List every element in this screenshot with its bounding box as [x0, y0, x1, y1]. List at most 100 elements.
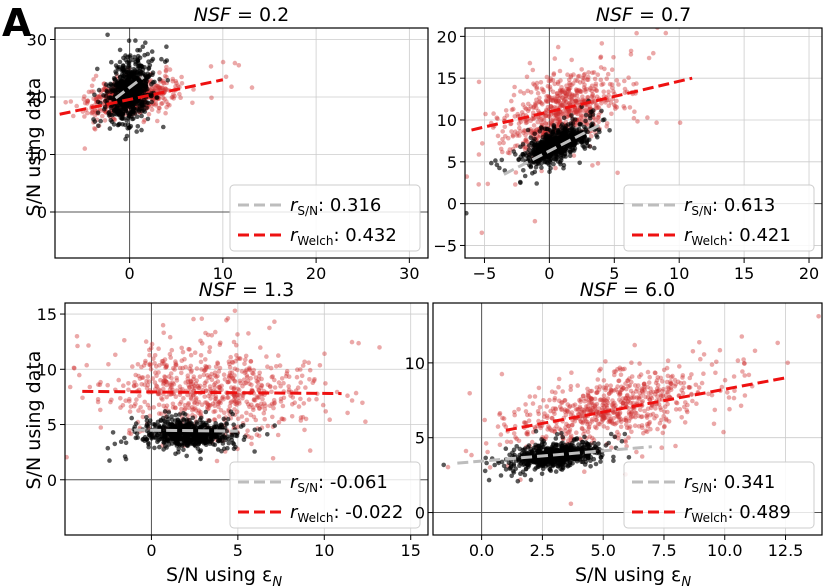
- point-welch: [528, 118, 533, 123]
- point-welch: [232, 399, 238, 404]
- point-welch: [196, 385, 202, 391]
- point-welch: [161, 386, 166, 392]
- point-welch: [259, 382, 264, 388]
- point-welch: [538, 117, 543, 122]
- point-welch: [587, 105, 593, 111]
- point-welch: [190, 381, 196, 387]
- point-welch: [588, 396, 594, 401]
- point-welch: [604, 383, 610, 388]
- point-sn: [520, 152, 526, 157]
- point-welch: [655, 394, 660, 399]
- point-welch: [244, 399, 249, 405]
- point-welch: [636, 395, 642, 400]
- point-welch: [554, 116, 559, 121]
- point-welch: [603, 403, 609, 408]
- point-welch: [621, 400, 626, 406]
- point-welch: [574, 93, 580, 98]
- point-sn: [184, 453, 189, 459]
- point-welch: [503, 424, 509, 430]
- point-sn: [105, 445, 111, 451]
- point-welch: [190, 100, 195, 106]
- point-welch: [251, 407, 256, 413]
- point-welch: [626, 75, 631, 80]
- point-welch: [509, 107, 515, 112]
- point-welch: [677, 120, 683, 125]
- point-welch: [127, 428, 132, 433]
- point-welch: [610, 409, 615, 414]
- point-welch: [617, 397, 622, 402]
- point-welch: [638, 414, 644, 420]
- point-welch: [320, 402, 326, 408]
- point-sn: [225, 445, 230, 451]
- point-welch: [500, 136, 505, 142]
- point-welch: [242, 370, 247, 376]
- point-welch: [640, 389, 645, 394]
- point-welch: [590, 402, 595, 407]
- point-welch: [665, 358, 671, 364]
- point-welch: [182, 402, 188, 408]
- point-welch: [134, 397, 139, 402]
- point-welch: [275, 432, 281, 438]
- point-welch: [706, 391, 711, 397]
- point-sn: [159, 56, 164, 62]
- point-welch: [92, 126, 97, 131]
- point-welch: [602, 415, 607, 421]
- point-welch: [196, 410, 201, 416]
- point-welch: [172, 405, 178, 410]
- point-welch: [701, 371, 706, 377]
- point-welch: [593, 81, 599, 87]
- point-welch: [180, 387, 185, 392]
- point-welch: [256, 395, 262, 400]
- point-welch: [693, 382, 699, 388]
- point-welch: [203, 365, 209, 370]
- point-welch: [552, 411, 557, 417]
- point-welch: [157, 391, 162, 397]
- point-welch: [731, 395, 737, 401]
- point-welch: [639, 388, 645, 393]
- point-sn: [252, 449, 257, 454]
- point-welch: [584, 105, 590, 111]
- point-welch: [543, 98, 549, 103]
- point-welch: [579, 409, 585, 415]
- point-welch: [631, 414, 636, 419]
- point-welch: [586, 424, 592, 430]
- point-welch: [516, 407, 521, 412]
- point-welch: [612, 388, 617, 393]
- point-welch: [164, 105, 169, 110]
- point-welch: [633, 410, 639, 416]
- point-welch: [680, 373, 686, 378]
- point-welch: [500, 129, 506, 134]
- point-welch: [647, 374, 652, 380]
- point-welch: [179, 406, 184, 412]
- point-welch: [163, 67, 169, 73]
- point-welch: [153, 85, 158, 91]
- point-welch: [71, 365, 77, 371]
- point-welch: [742, 361, 747, 366]
- point-welch: [646, 380, 652, 385]
- point-welch: [548, 103, 554, 109]
- point-welch: [208, 396, 213, 401]
- point-welch: [201, 372, 207, 378]
- point-welch: [597, 368, 602, 373]
- point-welch: [505, 150, 511, 155]
- point-welch: [639, 386, 645, 392]
- point-welch: [550, 89, 556, 95]
- point-welch: [634, 30, 639, 36]
- point-welch: [251, 397, 257, 403]
- point-welch: [555, 110, 561, 116]
- point-welch: [255, 395, 261, 400]
- point-welch: [511, 106, 516, 112]
- point-welch: [276, 419, 282, 425]
- point-welch: [168, 381, 173, 386]
- point-welch: [599, 82, 604, 87]
- point-welch: [577, 398, 582, 403]
- point-welch: [199, 316, 205, 322]
- point-welch: [606, 97, 611, 103]
- point-welch: [558, 90, 564, 95]
- point-sn: [538, 157, 543, 163]
- point-welch: [173, 363, 178, 368]
- point-welch: [142, 399, 147, 405]
- point-welch: [215, 401, 221, 407]
- point-welch: [539, 121, 544, 126]
